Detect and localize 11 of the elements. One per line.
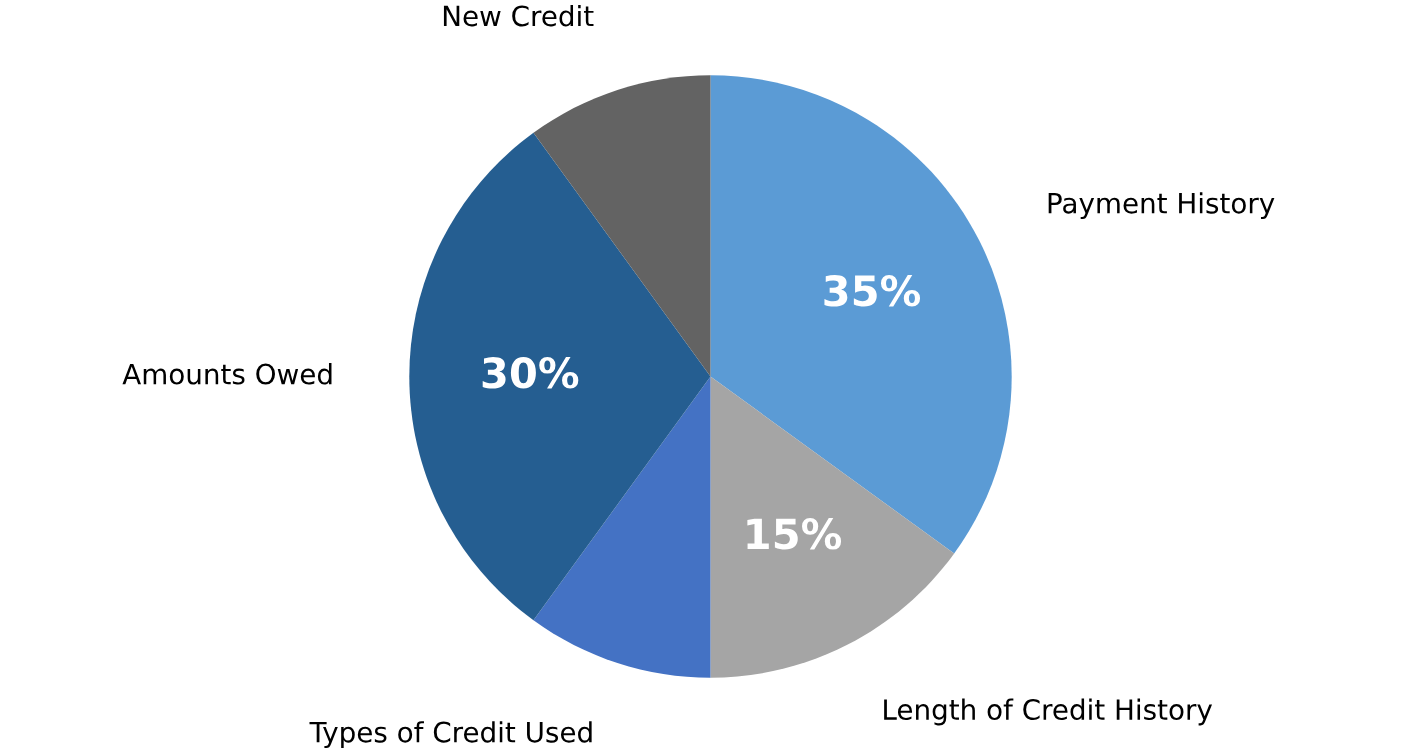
data-label: 30%: [482, 357, 579, 389]
slice-label: Amounts Owed: [122, 363, 332, 385]
slice-label: Length of Credit History: [884, 698, 1213, 726]
data-label: 15%: [747, 518, 842, 550]
pie-slice: [710, 376, 955, 678]
slice-label: Payment History: [1048, 192, 1275, 220]
slice-label: Types of Credit Used: [309, 721, 592, 749]
pie-slice: [710, 75, 1012, 554]
data-label: 35%: [824, 275, 921, 307]
pie-slice: [409, 132, 711, 621]
slice-label: New Credit: [443, 4, 594, 27]
